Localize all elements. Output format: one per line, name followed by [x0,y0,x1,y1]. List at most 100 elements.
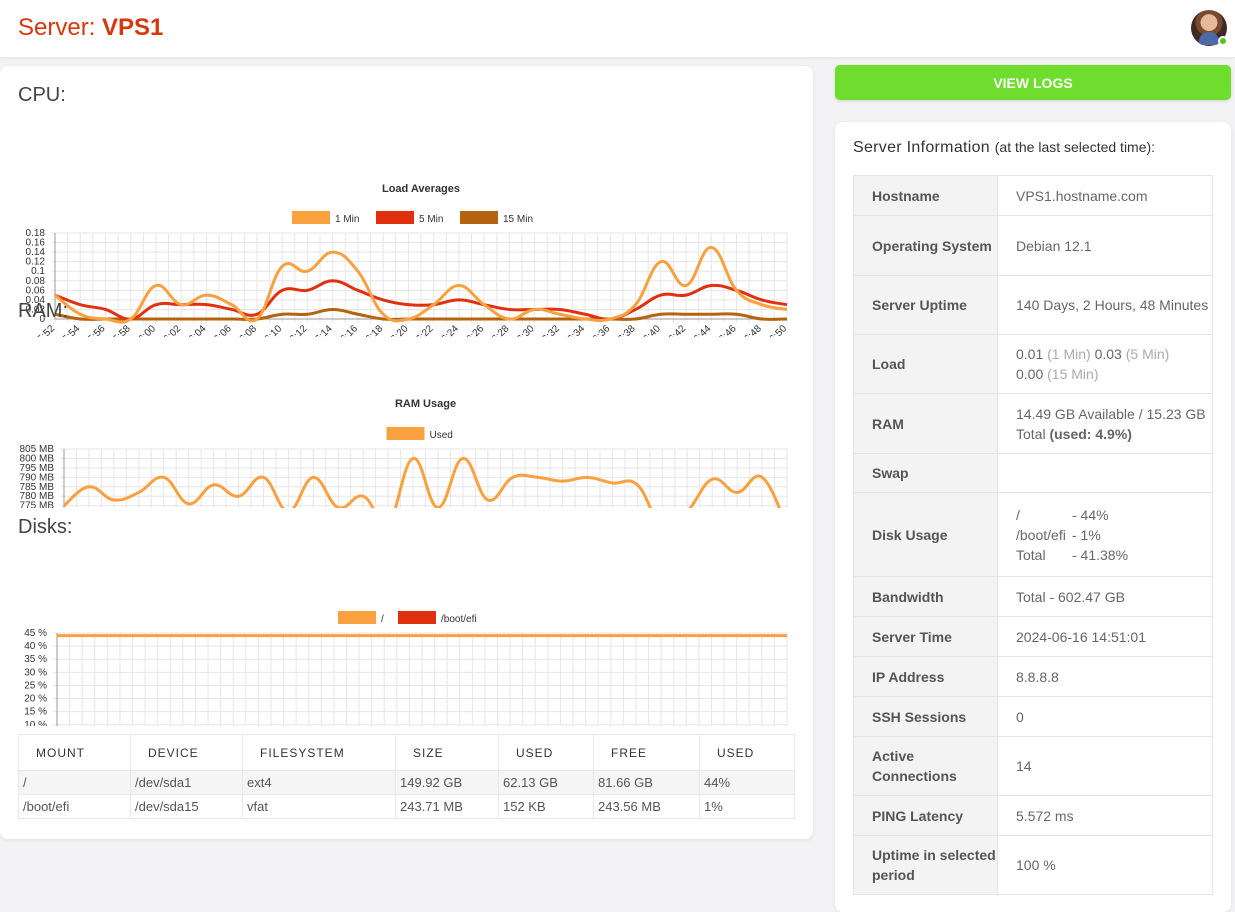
y-tick-label: 800 MB [20,453,55,464]
col-size[interactable]: SIZE [395,734,499,771]
ssh-value: 0 [997,696,1213,737]
y-tick-label: 30 % [24,667,47,678]
info-row-ping: PING Latency 5.572 ms [853,795,1213,836]
view-logs-button[interactable]: VIEW LOGS [835,65,1231,100]
y-tick-label: 0 [39,314,45,325]
server-info-title: Server Information (at the last selected… [853,139,1155,157]
metrics-card: CPU: Load Averages 1 Min 5 Min 15 Min 0 0.02 0… [0,66,813,839]
cell-mount: /boot/efi [18,794,131,819]
server-time-label: Server Time [853,616,998,657]
hostname-label: Hostname [853,175,998,216]
y-tick-label: 805 MB [20,444,55,455]
os-label: Operating System [853,215,998,276]
legend-swatch [292,211,330,224]
connections-label: Active Connections [853,736,998,796]
info-row-hostname: Hostname VPS1.hostname.com [853,175,1213,216]
y-tick-label: 40 % [24,641,47,652]
y-tick-label: 25 % [24,680,47,691]
y-tick-label: 10 % [24,720,47,726]
legend-swatch [398,611,436,624]
y-tick-label: 0.06 [26,285,46,296]
info-row-swap: Swap [853,453,1213,493]
info-row-uptime: Server Uptime 140 Days, 2 Hours, 48 Minu… [853,275,1213,335]
ram-label: RAM [853,393,998,454]
y-tick-label: 0.16 [26,238,46,249]
col-mount[interactable]: MOUNT [18,734,131,771]
legend-swatch [338,611,376,624]
avatar-shirt [1199,32,1219,45]
load-5-value: 0.03 [1094,346,1122,362]
top-bar: Server: VPS1 [0,0,1235,57]
os-value: Debian 12.1 [997,215,1213,276]
uptime-value: 140 Days, 2 Hours, 48 Minutes [997,275,1213,335]
y-tick-label: 0.02 [26,304,46,315]
load-1-value: 0.01 [1016,346,1044,362]
avatar[interactable] [1191,10,1228,46]
ip-label: IP Address [853,656,998,697]
disk-usage-total-label: Total [1016,546,1046,563]
y-tick-label: 790 MB [20,472,55,483]
y-tick-label: 780 MB [20,491,55,502]
legend-label: /boot/efi [441,614,477,625]
info-row-ssh: SSH Sessions 0 [853,696,1213,737]
cpu-section-title: CPU: [18,84,66,106]
disk-usage-boot-efi: /boot/efi - 1% [1016,525,1212,545]
col-used-percent[interactable]: USED [699,734,795,771]
cell-mount: / [18,770,131,795]
info-row-connections: Active Connections 14 [853,736,1213,796]
col-device[interactable]: DEVICE [130,734,243,771]
info-row-ip: IP Address 8.8.8.8 [853,656,1213,697]
legend-swatch [386,427,425,440]
info-row-server-time: Server Time 2024-06-16 14:51:01 [853,616,1213,657]
y-tick-label: 0.14 [26,247,46,258]
y-tick-label: 35 % [24,654,47,665]
legend-label: / [381,614,384,625]
y-tick-label: 20 % [24,694,47,705]
load-5-tag: (5 Min) [1125,346,1170,362]
y-tick-label: 0.04 [26,295,46,306]
legend-swatch [460,211,498,224]
connections-value: 14 [997,736,1213,796]
disk-usage-label: Disk Usage [853,492,998,577]
online-status-indicator [1218,36,1228,46]
legend-label: Used [430,430,453,441]
ram-section-title: RAM: [18,300,68,322]
col-filesystem[interactable]: FILESYSTEM [242,734,396,771]
cell-used: 152 KB [498,794,594,819]
cell-used: 62.13 GB [498,770,594,795]
disk-table-header: MOUNT DEVICE FILESYSTEM SIZE USED FREE U… [18,734,795,771]
cell-filesystem: ext4 [242,770,396,795]
y-tick-label: 45 % [24,628,47,639]
disk-usage-chart: //boot/efi0 %5 %10 %15 %20 %25 %30 %35 %… [24,611,788,726]
uptime-label: Server Uptime [853,275,998,335]
cell-free: 243.56 MB [593,794,700,819]
uptime-period-label: Uptime in selected period [853,835,998,895]
cell-filesystem: vfat [242,794,396,819]
col-used[interactable]: USED [498,734,594,771]
disk-usage-value: / - 44% /boot/efi - 1% Total - 41.38% [997,492,1213,577]
disk-usage-total-percent: - 41.38% [1072,546,1129,563]
cell-device: /dev/sda15 [130,794,243,819]
disk-usage-root-mount: / [1016,506,1020,523]
disk-usage-boot-efi-mount: /boot/efi [1016,526,1066,543]
y-tick-label: 0.18 [26,228,46,239]
info-row-os: Operating System Debian 12.1 [853,215,1213,276]
y-tick-label: 0.1 [31,266,45,277]
info-row-uptime-period: Uptime in selected period 100 % [853,835,1213,895]
y-tick-label: 0.08 [26,276,46,287]
ip-value: 8.8.8.8 [997,656,1213,697]
disk-table: MOUNT DEVICE FILESYSTEM SIZE USED FREE U… [18,734,795,819]
series-line [54,307,788,321]
uptime-period-value: 100 % [997,835,1213,895]
ping-label: PING Latency [853,795,998,836]
y-tick-label: 15 % [24,707,47,718]
cell-free: 81.66 GB [593,770,700,795]
server-info-table: Hostname VPS1.hostname.com Operating Sys… [853,175,1213,895]
col-free[interactable]: FREE [593,734,700,771]
cell-size: 149.92 GB [395,770,499,795]
disk-usage-root-percent: - 44% [1072,506,1109,523]
bandwidth-total-label: Total [1016,588,1046,605]
y-tick-label: 785 MB [20,482,55,493]
series-line [54,245,788,324]
